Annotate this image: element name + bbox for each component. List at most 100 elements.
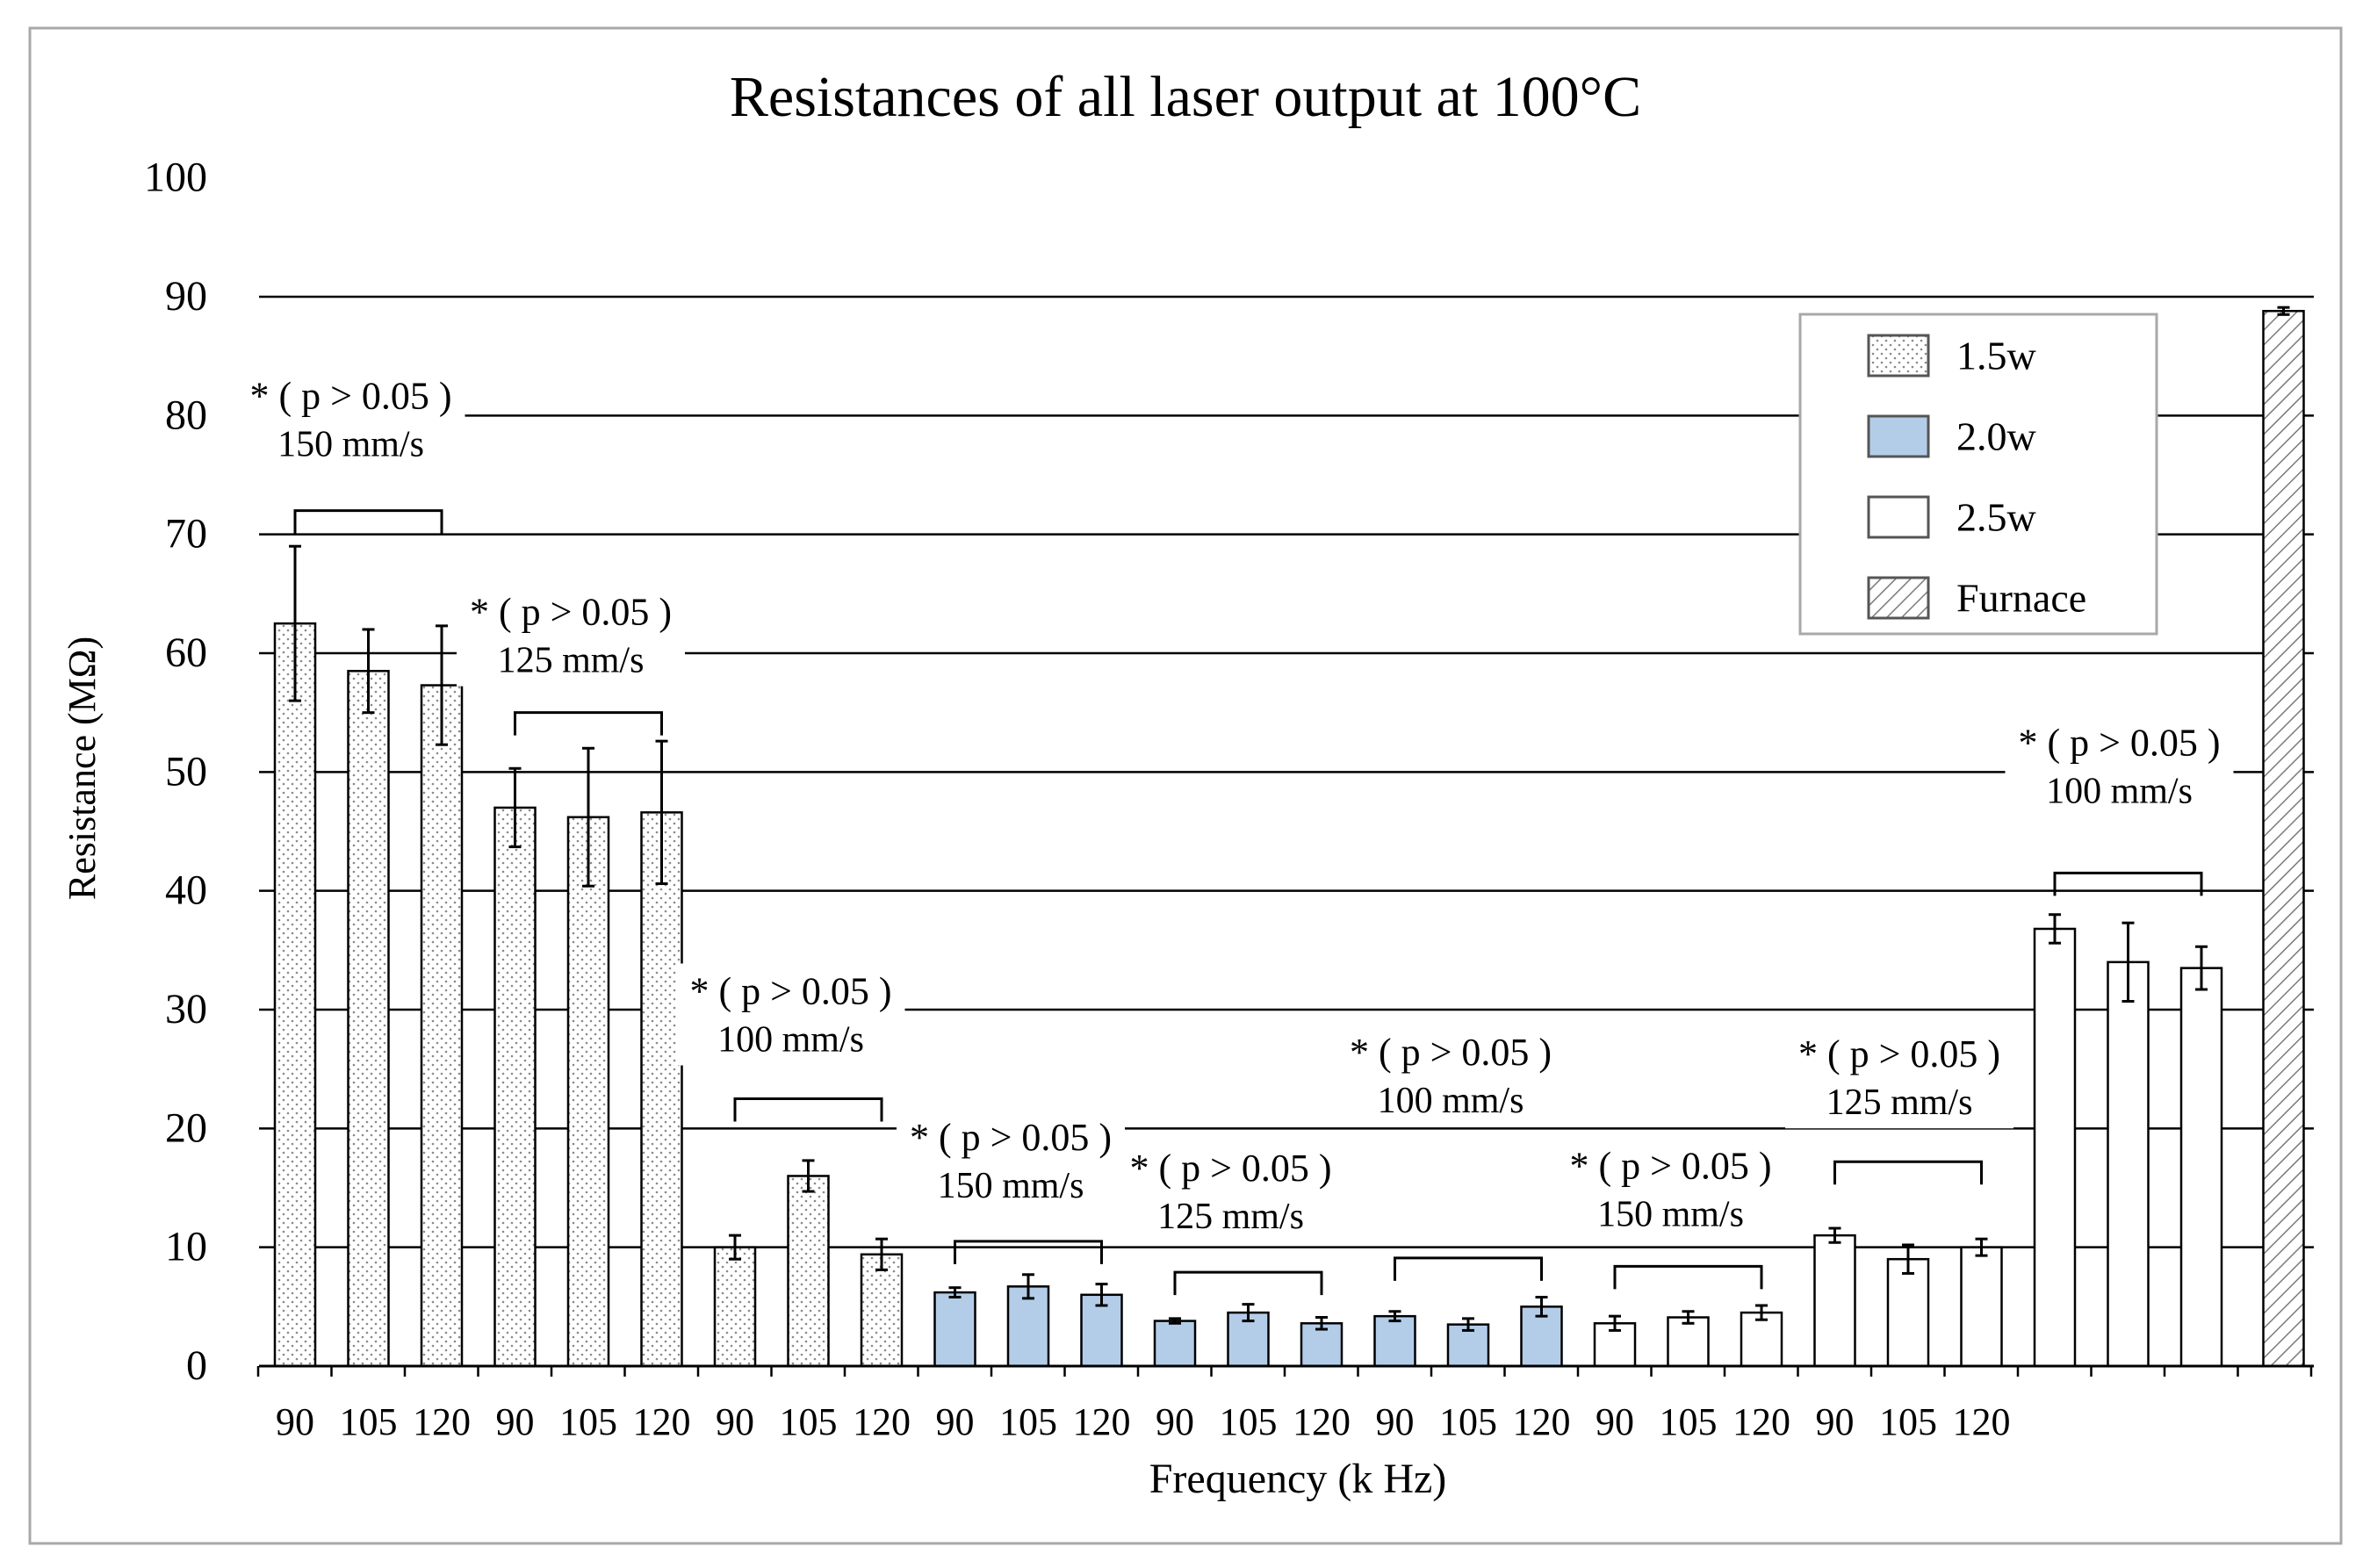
bar: [2107, 960, 2150, 1368]
x-axis-label: Frequency (k Hz): [1149, 1456, 1447, 1502]
x-tick-label: 105: [1439, 1400, 1497, 1443]
scan-speed-label: 150 mm/s: [1597, 1194, 1744, 1234]
bar: [2033, 927, 2077, 1368]
bar: [1886, 1257, 1930, 1368]
legend-label-1-5w: 1.5w: [1956, 334, 2037, 378]
bracket-line: [733, 1097, 883, 1122]
significance-label: * ( p > 0.05 ): [2018, 721, 2220, 764]
scan-speed-label: 100 mm/s: [1378, 1081, 1524, 1121]
bar-group: [1667, 1310, 1710, 1368]
bar-group: [1300, 1316, 1343, 1368]
annotation-background: [1116, 1140, 1345, 1243]
x-tick-label: 90: [496, 1400, 535, 1443]
bar-group: [566, 746, 610, 1368]
annotation-background: [457, 584, 685, 687]
scan-speed-label: 125 mm/s: [498, 641, 645, 681]
legend-label-2-0w: 2.0w: [1956, 414, 2037, 459]
significance-bracket: * ( p > 0.05 ) 150 mm/s: [1556, 1138, 1785, 1290]
legend-swatch-2-5w: [1867, 495, 1930, 539]
scan-speed-label: 125 mm/s: [1157, 1197, 1304, 1237]
bar-group: [1813, 1226, 1856, 1368]
x-tick-label: 105: [999, 1400, 1057, 1443]
x-tick-label: 120: [1073, 1400, 1131, 1443]
bar: [347, 670, 390, 1368]
bar: [860, 1253, 904, 1368]
bar-group: [640, 739, 683, 1368]
y-tick-label: 80: [165, 392, 207, 438]
x-tick-label: 105: [780, 1400, 838, 1443]
significance-bracket: * ( p > 0.05 ) 150 mm/s: [236, 368, 465, 534]
x-tick-label: 105: [559, 1400, 617, 1443]
x-tick-label: 120: [1953, 1400, 2011, 1443]
bar-group: [713, 1234, 757, 1368]
bracket-line: [954, 1240, 1103, 1264]
y-tick-label: 30: [165, 986, 207, 1032]
bar-group: [1227, 1303, 1270, 1368]
annotation-background: [2005, 715, 2234, 817]
scan-speed-label: 125 mm/s: [1826, 1082, 1973, 1123]
x-tick-label: 90: [1376, 1400, 1415, 1443]
bar: [273, 622, 317, 1368]
annotation-background: [1785, 1026, 2013, 1129]
significance-bracket: * ( p > 0.05 ) 100 mm/s: [676, 963, 905, 1122]
annotation-background: [236, 368, 465, 471]
y-tick-label: 60: [165, 629, 207, 676]
significance-bracket: * ( p > 0.05 ) 125 mm/s: [1785, 1026, 2013, 1185]
x-tick-label: 90: [936, 1400, 975, 1443]
bar-group: [2262, 306, 2305, 1368]
x-tick-label: 120: [1513, 1400, 1571, 1443]
bar-group: [1520, 1296, 1563, 1368]
bar: [713, 1246, 757, 1368]
scan-speed-label: 150 mm/s: [938, 1166, 1084, 1206]
bar: [420, 684, 464, 1368]
x-tick-label: 105: [1660, 1400, 1718, 1443]
significance-bracket: * ( p > 0.05 ) 125 mm/s: [1116, 1140, 1345, 1296]
bar-group: [933, 1286, 976, 1368]
bar-group: [787, 1159, 830, 1368]
bar: [1960, 1246, 2003, 1368]
y-tick-label: 90: [165, 273, 207, 320]
bar: [933, 1291, 976, 1368]
bar-group: [493, 766, 537, 1368]
significance-label: * ( p > 0.05 ): [470, 591, 672, 634]
legend-swatch-1-5w: [1867, 334, 1930, 378]
y-tick-label: 50: [165, 748, 207, 795]
x-tick-label: 90: [276, 1400, 314, 1443]
significance-bracket: * ( p > 0.05 ) 125 mm/s: [457, 584, 685, 736]
x-tick-label: 105: [1879, 1400, 1937, 1443]
x-tick-label: 120: [413, 1400, 471, 1443]
significance-label: * ( p > 0.05 ): [249, 375, 451, 418]
bar-group: [1153, 1317, 1197, 1368]
bar-group: [1593, 1314, 1637, 1368]
bracket-line: [1613, 1264, 1763, 1290]
x-tick-label: 105: [1220, 1400, 1278, 1443]
chart-frame: [28, 26, 2343, 1545]
annotation-background: [1336, 1024, 1565, 1126]
significance-bracket: * ( p > 0.05 ) 100 mm/s: [1336, 1024, 1565, 1281]
x-tick-label: 90: [1156, 1400, 1194, 1443]
bracket-line: [1173, 1270, 1323, 1296]
significance-label: * ( p > 0.05 ): [1798, 1032, 2000, 1075]
x-tick-label: 120: [633, 1400, 691, 1443]
bar: [787, 1175, 830, 1368]
significance-label: * ( p > 0.05 ): [1569, 1144, 1771, 1187]
bar-group: [1960, 1237, 2003, 1368]
significance-bracket: * ( p > 0.05 ) 100 mm/s: [2005, 715, 2234, 896]
chart-title: Resistances of all laser output at 100°C: [730, 65, 1641, 129]
legend-swatch-2-0w: [1867, 414, 1930, 458]
annotation-background: [897, 1109, 1125, 1212]
bar-group: [1886, 1243, 1930, 1368]
bar-group: [273, 544, 317, 1368]
bar-group: [347, 628, 390, 1368]
bracket-line: [1833, 1160, 1983, 1185]
y-axis-label: Resistance (MΩ): [61, 637, 104, 900]
bar: [1373, 1314, 1416, 1368]
bar: [493, 806, 537, 1368]
scan-speed-label: 100 mm/s: [717, 1020, 864, 1061]
x-tick-label: 120: [1732, 1400, 1790, 1443]
legend: 1.5w 2.0w 2.5w Furnace: [1798, 313, 2158, 636]
significance-bracket: * ( p > 0.05 ) 150 mm/s: [897, 1109, 1125, 1264]
legend-swatch-furnace: [1867, 576, 1930, 620]
x-tick-label: 90: [716, 1400, 754, 1443]
